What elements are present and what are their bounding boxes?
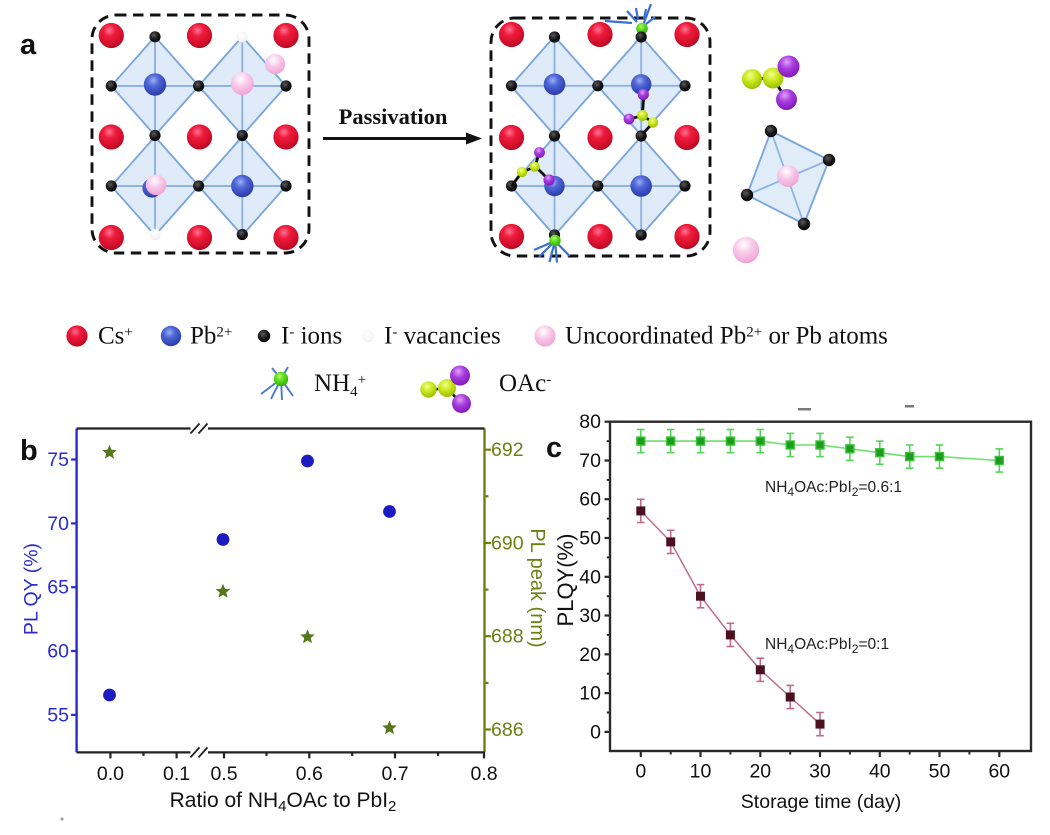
svg-text:40: 40 (869, 761, 891, 783)
svg-text:60: 60 (579, 489, 601, 511)
svg-text:0.5: 0.5 (210, 763, 237, 785)
svg-text:I- vacancies: I- vacancies (384, 323, 501, 350)
svg-text:0.6: 0.6 (296, 763, 323, 785)
svg-text:0: 0 (590, 721, 601, 743)
svg-text:70: 70 (579, 450, 601, 472)
svg-text:55: 55 (47, 704, 69, 726)
svg-text:PL peak (nm): PL peak (nm) (526, 528, 548, 647)
svg-text:PLQY(%): PLQY(%) (553, 534, 578, 627)
svg-text:688: 688 (491, 626, 524, 648)
svg-text:686: 686 (491, 719, 524, 741)
svg-text:0.0: 0.0 (97, 763, 124, 785)
svg-text:PL QY (%): PL QY (%) (21, 543, 43, 635)
svg-text:0.1: 0.1 (163, 763, 190, 785)
svg-text:Storage time (day): Storage time (day) (741, 791, 901, 813)
svg-text:60: 60 (47, 641, 69, 663)
svg-text:65: 65 (47, 577, 69, 599)
svg-text:692: 692 (491, 439, 524, 461)
svg-text:30: 30 (809, 761, 831, 783)
svg-text:OAc-: OAc- (499, 370, 551, 397)
svg-text:10: 10 (690, 761, 712, 783)
svg-text:Ratio of NH4OAc to PbI2: Ratio of NH4OAc to PbI2 (170, 789, 397, 815)
svg-text:50: 50 (929, 761, 951, 783)
svg-text:0.7: 0.7 (381, 763, 408, 785)
svg-text:60: 60 (988, 761, 1010, 783)
svg-text:50: 50 (579, 528, 601, 550)
svg-text:20: 20 (579, 644, 601, 666)
svg-text:NH4OAc:PbI2=0:1: NH4OAc:PbI2=0:1 (765, 636, 889, 656)
svg-text:40: 40 (579, 566, 601, 588)
svg-text:Passivation: Passivation (339, 104, 448, 129)
svg-text:80: 80 (579, 411, 601, 433)
svg-text:10: 10 (579, 683, 601, 705)
svg-text:75: 75 (47, 449, 69, 471)
svg-text:c: c (546, 432, 562, 464)
svg-text:0.8: 0.8 (470, 763, 497, 785)
svg-text:70: 70 (47, 513, 69, 535)
svg-text:30: 30 (579, 605, 601, 627)
svg-text:NH4+: NH4+ (314, 370, 366, 400)
svg-text:20: 20 (749, 761, 771, 783)
svg-text:690: 690 (491, 533, 524, 555)
svg-text:b: b (20, 435, 38, 467)
svg-text:I- ions: I- ions (281, 323, 342, 350)
svg-text:0: 0 (635, 761, 646, 783)
svg-text:NH4OAc:PbI2=0.6:1: NH4OAc:PbI2=0.6:1 (765, 479, 902, 499)
svg-text:Uncoordinated Pb2+ or Pb atom: Uncoordinated Pb2+ or Pb atoms (565, 323, 888, 350)
svg-text:a: a (20, 29, 37, 61)
